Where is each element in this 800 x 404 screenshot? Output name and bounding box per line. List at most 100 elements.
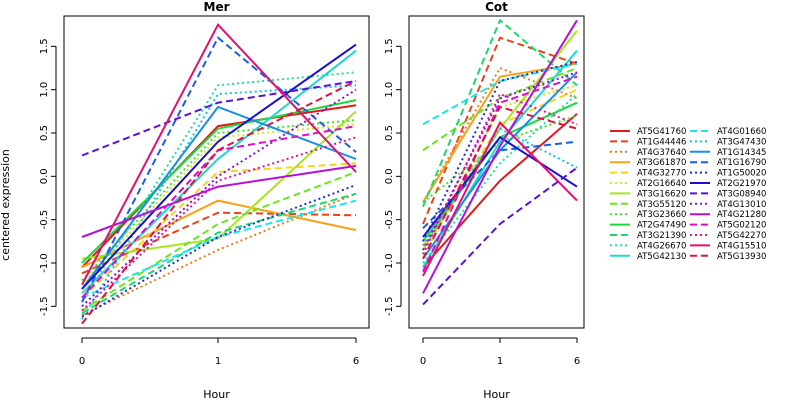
legend-label: AT4G32770	[637, 169, 686, 179]
series-line-AT3G23660	[81, 119, 357, 281]
legend-label: AT2G47490	[637, 221, 686, 231]
series-line-AT3G08940	[81, 80, 357, 157]
legend-label: AT4G15510	[717, 241, 766, 251]
series-line-AT5G41760	[422, 113, 578, 268]
series-line-AT4G37640	[422, 66, 578, 203]
x-axis-title: Hour	[483, 388, 510, 400]
series-line-AT4G21280	[81, 164, 357, 238]
series-line-AT4G32770	[81, 162, 357, 299]
panel-title: Mer	[204, 0, 230, 14]
legend-label: AT3G61870	[637, 158, 686, 168]
y-tick-label: -1.0	[384, 253, 395, 273]
series-line-AT3G08940	[422, 166, 578, 306]
legend-item-AT4G01660: AT4G01660	[690, 127, 766, 137]
series-lines	[81, 22, 357, 325]
panel-mer: Mer -1.5 -1.0 -0.5 0.0 0.5 1.0 1.5 0 1 6 Hour	[39, 0, 370, 401]
x-tick-label: 0	[79, 356, 85, 367]
series-line-AT1G44446	[422, 36, 578, 225]
legend-label: AT3G08940	[717, 189, 766, 199]
y-tick-label: -0.5	[39, 210, 50, 230]
legend-item-AT4G32770: AT4G32770	[610, 169, 686, 179]
legend-label: AT3G47430	[717, 137, 766, 147]
series-line-AT4G26670	[422, 93, 578, 264]
panel-cot: Cot -1.5 -1.0 -0.5 0.0 0.5 1.0 1.5 0 1 6 Hour	[384, 0, 585, 401]
legend-item-AT1G14345: AT1G14345	[690, 148, 766, 158]
y-tick-label: 0.0	[384, 168, 395, 184]
legend-item-AT5G13930: AT5G13930	[690, 252, 766, 262]
legend-item-AT4G21280: AT4G21280	[690, 210, 766, 220]
series-line-AT1G50020	[81, 184, 357, 318]
legend-item-AT3G21390: AT3G21390	[610, 231, 686, 241]
y-tick-label: 0.5	[384, 125, 395, 141]
legend-label: AT5G02120	[717, 221, 766, 231]
y-tick-label: -1.0	[39, 253, 50, 273]
legend: AT5G41760AT1G44446AT4G37640AT3G61870AT4G…	[610, 127, 766, 262]
series-line-AT2G21970	[81, 43, 357, 290]
series-line-AT2G47490	[81, 99, 357, 264]
series-line-AT5G13930	[422, 105, 578, 260]
legend-label: AT4G26670	[637, 241, 686, 251]
series-line-AT2G21970	[422, 135, 578, 238]
y-tick-label: 1.0	[384, 82, 395, 98]
legend-item-AT1G50020: AT1G50020	[690, 169, 766, 179]
x-tick-label: 6	[353, 356, 359, 367]
y-tick-label: -0.5	[384, 210, 395, 230]
series-line-AT1G14345	[422, 71, 578, 260]
legend-item-AT3G23660: AT3G23660	[610, 210, 686, 220]
legend-item-AT2G21970: AT2G21970	[690, 179, 766, 189]
series-line-AT4G15510	[81, 22, 357, 286]
legend-item-AT4G37640: AT4G37640	[610, 148, 686, 158]
y-tick-label: 0.0	[39, 168, 50, 184]
x-tick-label: 1	[497, 356, 503, 367]
legend-item-AT3G55120: AT3G55120	[610, 200, 686, 210]
x-tick-label: 6	[574, 356, 580, 367]
y-tick-label: 1.5	[39, 38, 50, 54]
legend-item-AT3G61870: AT3G61870	[610, 158, 686, 168]
legend-label: AT4G21280	[717, 210, 766, 220]
y-tick-label: -1.5	[39, 297, 50, 317]
x-axis: 0 1 6	[79, 337, 359, 367]
series-line-AT4G13010	[81, 88, 357, 308]
series-line-AT1G16790	[81, 36, 357, 303]
legend-label: AT4G01660	[717, 127, 766, 137]
x-axis: 0 1 6	[420, 337, 580, 367]
panel-title: Cot	[485, 0, 508, 14]
plot-frame	[63, 15, 370, 329]
plot-frame	[408, 15, 585, 329]
legend-label: AT3G23660	[637, 210, 686, 220]
series-line-AT3G47430	[81, 84, 357, 320]
legend-label: AT5G13930	[717, 252, 766, 262]
legend-label: AT4G37640	[637, 148, 686, 158]
series-line-AT1G44446	[81, 211, 357, 275]
legend-item-AT3G47430: AT3G47430	[690, 137, 766, 147]
legend-item-AT5G42130: AT5G42130	[610, 252, 686, 262]
x-tick-label: 1	[215, 356, 221, 367]
series-line-AT4G01660	[422, 62, 578, 126]
legend-label: AT3G21390	[637, 231, 686, 241]
y-axis-title: centered expression	[0, 149, 12, 261]
legend-label: AT3G55120	[637, 200, 686, 210]
legend-label: AT5G42270	[717, 231, 766, 241]
y-tick-label: 1.5	[384, 38, 395, 54]
series-line-AT3G55120	[81, 171, 357, 312]
series-line-AT5G13930	[81, 80, 357, 325]
legend-item-AT1G44446: AT1G44446	[610, 137, 686, 147]
series-line-AT4G15510	[422, 120, 578, 277]
legend-label: AT5G41760	[637, 127, 686, 137]
legend-label: AT3G16620	[637, 189, 686, 199]
legend-item-AT5G02120: AT5G02120	[690, 221, 766, 231]
y-tick-label: 1.0	[39, 82, 50, 98]
series-line-AT2G16640	[81, 123, 357, 286]
y-axis: -1.5 -1.0 -0.5 0.0 0.5 1.0 1.5	[384, 38, 402, 316]
legend-item-AT2G47490: AT2G47490	[610, 221, 686, 231]
legend-item-AT1G16790: AT1G16790	[690, 158, 766, 168]
series-line-AT3G21390	[81, 192, 357, 315]
x-axis-title: Hour	[203, 388, 230, 400]
legend-item-AT4G13010: AT4G13010	[690, 200, 766, 210]
legend-item-AT5G41760: AT5G41760	[610, 127, 686, 137]
legend-label: AT2G16640	[637, 179, 686, 189]
legend-label: AT5G42130	[637, 252, 686, 262]
legend-item-AT4G26670: AT4G26670	[610, 241, 686, 251]
